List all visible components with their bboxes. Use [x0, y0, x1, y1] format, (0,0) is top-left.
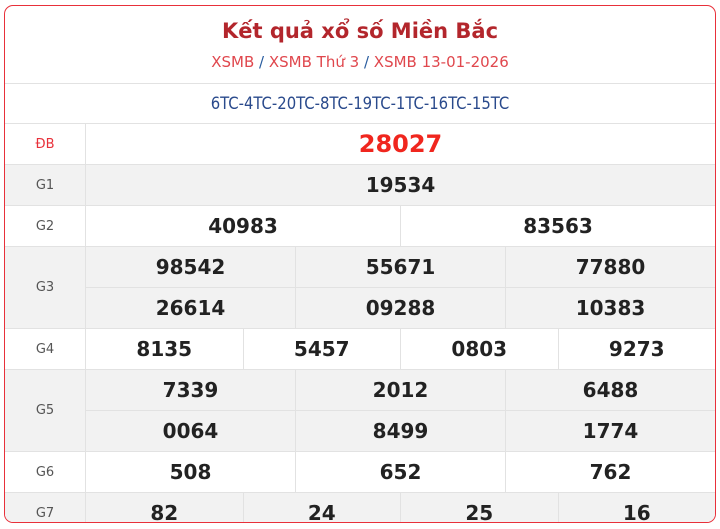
prize-numbers: 508 652 762	[86, 452, 715, 492]
prize-number: 2012	[295, 370, 505, 410]
prize-sub-row: 8135 5457 0803 9273	[86, 329, 715, 369]
prize-number: 55671	[295, 247, 505, 287]
prize-sub-row: 40983 83563	[86, 206, 715, 246]
prize-number: 98542	[155, 255, 226, 279]
prize-number: 09288	[295, 288, 505, 328]
prize-numbers: 40983 83563	[86, 206, 715, 246]
prize-label: G1	[5, 165, 86, 205]
breadcrumb-xsmb-weekday[interactable]: XSMB Thứ 3	[268, 53, 360, 71]
special-codes: 6TC-4TC-20TC-8TC-19TC-1TC-16TC-15TC	[5, 84, 715, 124]
prize-numbers: 8135 5457 0803 9273	[86, 329, 715, 369]
prize-label: G7	[5, 493, 86, 522]
prize-number: 5457	[242, 329, 401, 369]
prize-label: G2	[5, 206, 86, 246]
prize-label: G6	[5, 452, 86, 492]
page-title: Kết quả xổ số Miền Bắc	[221, 19, 499, 43]
prize-numbers: 82 24 25 16	[86, 493, 716, 523]
prize-number: 6488	[505, 370, 715, 410]
breadcrumb: XSMB / XSMB Thứ 3 / XSMB 13-01-2026	[5, 53, 715, 71]
prize-sub-row: 19534	[86, 165, 715, 205]
prize-sub-row: 7339 2012 6488	[86, 370, 715, 410]
prize-number: 508	[169, 460, 212, 484]
prize-number: 24	[242, 493, 401, 522]
prize-row-g2: G2 40983 83563	[5, 206, 715, 247]
breadcrumb-xsmb[interactable]: XSMB	[211, 53, 255, 71]
prize-number: 83563	[400, 206, 715, 246]
prize-number: 19534	[365, 173, 436, 197]
prize-row-g1: G1 19534	[5, 165, 715, 206]
prize-number: 7339	[162, 378, 219, 402]
prize-number: 77880	[505, 247, 715, 287]
prize-sub-row: 26614 09288 10383	[86, 287, 715, 328]
special-prize-number: 28027	[358, 130, 443, 158]
prize-row-g3: G3 98542 55671 77880 26614 09288 10383	[5, 247, 715, 329]
prize-numbers: 98542 55671 77880 26614 09288 10383	[86, 247, 715, 328]
prize-row-g7: G7 82 24 25 16	[5, 493, 716, 523]
prize-label: G5	[5, 370, 86, 451]
prize-label: G4	[5, 329, 86, 369]
prize-number: 1774	[505, 411, 715, 451]
breadcrumb-separator: /	[363, 53, 370, 71]
prize-sub-row: 508 652 762	[86, 452, 715, 492]
prize-numbers: 19534	[86, 165, 715, 205]
breadcrumb-separator: /	[259, 53, 265, 71]
prize-number: 8499	[295, 411, 505, 451]
prize-number: 10383	[505, 288, 715, 328]
prize-number: 8135	[136, 337, 193, 361]
prize-sub-row: 0064 8499 1774	[86, 410, 715, 451]
prize-number: 652	[295, 452, 505, 492]
prize-row-g4: G4 8135 5457 0803 9273	[5, 329, 715, 370]
prize-numbers: 28027	[86, 124, 715, 164]
prize-number: 762	[505, 452, 715, 492]
prize-sub-row: 98542 55671 77880	[86, 247, 715, 287]
prize-number: 40983	[208, 214, 278, 238]
prize-sub-row: 28027	[86, 124, 715, 164]
prize-number: 9273	[557, 329, 716, 369]
results-panel: Kết quả xổ số Miền Bắc XSMB / XSMB Thứ 3…	[4, 5, 716, 523]
prize-number: 82	[150, 501, 179, 523]
prize-number: 0064	[162, 419, 219, 443]
prize-sub-row: 82 24 25 16	[86, 493, 716, 523]
prize-row-db: ĐB 28027	[5, 124, 715, 165]
prize-table: ĐB 28027 G1 19534 G2 40983 83563 G3 98542 55671 77…	[5, 124, 716, 523]
prize-label: ĐB	[5, 124, 86, 164]
prize-number: 16	[557, 493, 716, 522]
prize-number: 0803	[400, 329, 558, 369]
prize-numbers: 7339 2012 6488 0064 8499 1774	[86, 370, 715, 451]
prize-row-g6: G6 508 652 762	[5, 452, 715, 493]
prize-number: 26614	[155, 296, 226, 320]
prize-number: 25	[400, 493, 558, 522]
prize-row-g5: G5 7339 2012 6488 0064 8499 1774	[5, 370, 715, 452]
prize-label: G3	[5, 247, 86, 328]
breadcrumb-xsmb-date[interactable]: XSMB 13-01-2026	[373, 53, 509, 71]
results-header: Kết quả xổ số Miền Bắc XSMB / XSMB Thứ 3…	[5, 6, 715, 84]
